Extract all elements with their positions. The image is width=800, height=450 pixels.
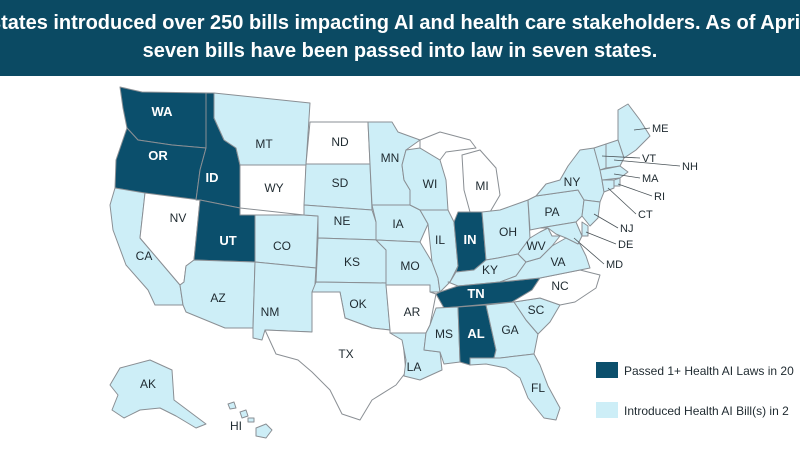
state-wv <box>517 227 561 263</box>
state-ma <box>599 165 629 181</box>
label-ky: KY <box>482 263 498 277</box>
leader-ri <box>617 183 653 197</box>
label-pa: PA <box>544 205 559 219</box>
label-sc: SC <box>528 303 545 317</box>
title-line-2: seven bills have been passed into law in… <box>142 40 658 62</box>
label-or: OR <box>148 148 168 163</box>
label-ks: KS <box>344 255 360 269</box>
leader-md <box>573 237 605 265</box>
state-tx <box>264 291 407 421</box>
label-ms: MS <box>435 327 453 341</box>
state-hi-island-2 <box>239 409 249 419</box>
label-wv: WV <box>526 239 545 253</box>
legend-passed-label: Passed 1+ Health AI Laws in 20 <box>624 364 794 378</box>
leader-de <box>585 231 617 245</box>
state-me <box>617 103 651 159</box>
label-nm: NM <box>261 305 280 319</box>
label-oh: OH <box>499 225 517 239</box>
leader-me <box>633 127 651 131</box>
leader-vt <box>601 155 641 159</box>
label-al: AL <box>467 326 484 341</box>
label-de: DE <box>618 239 633 251</box>
label-sd: SD <box>332 176 349 190</box>
state-ct <box>601 179 615 193</box>
label-hi: HI <box>230 419 242 433</box>
label-wi: WI <box>423 177 438 191</box>
label-ri: RI <box>654 191 665 203</box>
label-fl: FL <box>531 381 545 395</box>
label-nc: NC <box>551 279 569 293</box>
state-hi-island-4 <box>247 417 255 423</box>
label-la: LA <box>407 360 422 374</box>
label-wy: WY <box>264 181 283 195</box>
label-vt: VT <box>642 153 656 165</box>
label-az: AZ <box>210 291 225 305</box>
label-ct: CT <box>638 209 653 221</box>
label-ca: CA <box>136 249 153 263</box>
label-va: VA <box>550 255 565 269</box>
label-nd: ND <box>331 135 349 149</box>
state-mt <box>213 92 311 166</box>
label-tn: TN <box>467 286 484 301</box>
state-nm <box>252 261 317 341</box>
state-fl <box>469 353 561 421</box>
state-ut <box>193 199 256 263</box>
leader-nj <box>593 213 619 229</box>
title-banner: states introduced over 250 bills impacti… <box>0 0 800 76</box>
label-mt: MT <box>255 137 273 151</box>
label-ia: IA <box>392 217 403 231</box>
label-ne: NE <box>334 214 351 228</box>
legend-introduced-swatch <box>596 402 618 418</box>
label-nh: NH <box>682 161 698 173</box>
label-wa: WA <box>152 104 174 119</box>
label-ok: OK <box>349 297 366 311</box>
leader-ma <box>613 173 641 179</box>
label-nj: NJ <box>620 223 633 235</box>
label-ga: GA <box>501 323 518 337</box>
label-ar: AR <box>404 305 421 319</box>
state-mi <box>461 149 501 213</box>
state-hi <box>255 423 273 439</box>
leader-nh <box>613 159 681 167</box>
label-co: CO <box>273 239 291 253</box>
state-hi-island-3 <box>227 401 237 410</box>
label-ny: NY <box>564 175 581 189</box>
state-nh <box>605 139 625 169</box>
label-ut: UT <box>219 233 236 248</box>
label-il: IL <box>435 233 445 247</box>
label-me: ME <box>652 123 669 135</box>
label-mn: MN <box>381 151 400 165</box>
label-in: IN <box>464 232 477 247</box>
label-mo: MO <box>400 259 419 273</box>
state-ak <box>109 359 207 429</box>
label-nv: NV <box>170 211 187 225</box>
label-mi: MI <box>475 179 488 193</box>
title-line-1: states introduced over 250 bills impacti… <box>0 12 800 34</box>
label-id: ID <box>206 170 219 185</box>
state-il <box>419 209 459 293</box>
legend-introduced-label: Introduced Health AI Bill(s) in 2 <box>624 404 789 418</box>
state-mo <box>375 239 441 293</box>
state-de <box>581 221 589 237</box>
state-md <box>539 221 583 245</box>
label-ma: MA <box>642 173 659 185</box>
legend-passed-swatch <box>596 362 618 378</box>
leader-ct <box>607 187 637 215</box>
label-tx: TX <box>338 347 353 361</box>
state-mi-upper <box>419 131 477 161</box>
label-md: MD <box>606 259 623 271</box>
label-ak: AK <box>140 377 156 391</box>
state-nj <box>581 199 601 227</box>
